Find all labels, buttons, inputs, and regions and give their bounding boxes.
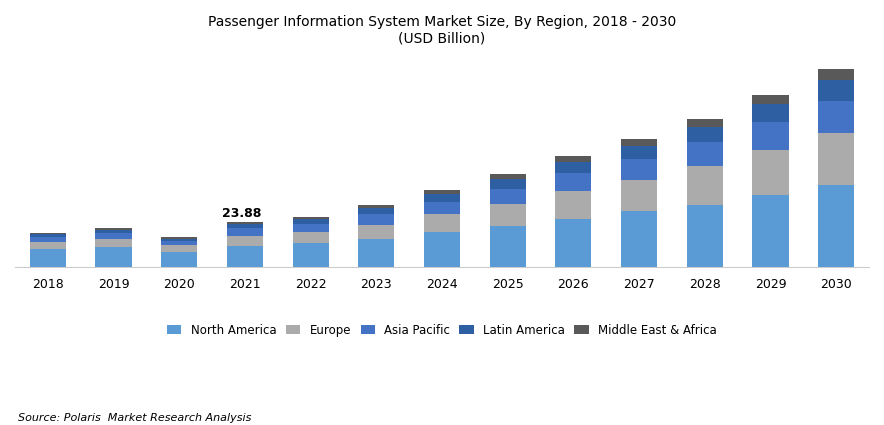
Bar <box>818 80 854 101</box>
Bar <box>555 191 591 219</box>
Bar <box>752 104 789 122</box>
Bar <box>227 246 263 267</box>
Bar <box>490 227 526 267</box>
Bar <box>30 235 66 237</box>
Bar <box>161 241 197 245</box>
Bar <box>621 139 657 146</box>
Bar <box>30 237 66 242</box>
Bar <box>752 95 789 104</box>
Bar <box>555 162 591 173</box>
Bar <box>424 214 460 232</box>
Title: Passenger Information System Market Size, By Region, 2018 - 2030
(USD Billion): Passenger Information System Market Size… <box>208 15 676 45</box>
Bar <box>687 127 723 142</box>
Bar <box>161 252 197 267</box>
Bar <box>30 242 66 249</box>
Legend: North America, Europe, Asia Pacific, Latin America, Middle East & Africa: North America, Europe, Asia Pacific, Lat… <box>163 319 721 341</box>
Bar <box>293 224 329 232</box>
Bar <box>424 194 460 202</box>
Text: 23.88: 23.88 <box>222 207 262 220</box>
Bar <box>555 173 591 191</box>
Bar <box>424 232 460 267</box>
Bar <box>95 233 132 239</box>
Bar <box>490 179 526 189</box>
Bar <box>95 230 132 233</box>
Bar <box>424 190 460 194</box>
Bar <box>490 174 526 179</box>
Bar <box>555 219 591 267</box>
Bar <box>358 224 394 239</box>
Bar <box>818 185 854 267</box>
Bar <box>358 208 394 214</box>
Bar <box>621 180 657 211</box>
Bar <box>490 204 526 227</box>
Bar <box>752 195 789 267</box>
Bar <box>95 246 132 267</box>
Bar <box>293 232 329 244</box>
Bar <box>621 159 657 180</box>
Bar <box>621 146 657 159</box>
Bar <box>490 189 526 204</box>
Bar <box>161 245 197 252</box>
Bar <box>293 244 329 267</box>
Bar <box>687 119 723 127</box>
Bar <box>358 239 394 267</box>
Bar <box>818 69 854 80</box>
Bar <box>358 205 394 208</box>
Bar <box>227 222 263 224</box>
Bar <box>818 101 854 133</box>
Bar <box>30 233 66 235</box>
Bar <box>424 202 460 214</box>
Bar <box>752 150 789 195</box>
Bar <box>358 214 394 224</box>
Bar <box>95 228 132 230</box>
Bar <box>687 166 723 205</box>
Bar <box>227 228 263 235</box>
Bar <box>293 219 329 224</box>
Bar <box>161 237 197 238</box>
Bar <box>752 122 789 150</box>
Bar <box>818 133 854 185</box>
Bar <box>293 217 329 219</box>
Bar <box>687 205 723 267</box>
Bar <box>227 235 263 246</box>
Bar <box>621 211 657 267</box>
Bar <box>95 239 132 246</box>
Bar <box>30 249 66 267</box>
Bar <box>687 142 723 166</box>
Text: Source: Polaris  Market Research Analysis: Source: Polaris Market Research Analysis <box>18 413 251 423</box>
Bar <box>161 238 197 241</box>
Bar <box>227 224 263 228</box>
Bar <box>555 156 591 162</box>
